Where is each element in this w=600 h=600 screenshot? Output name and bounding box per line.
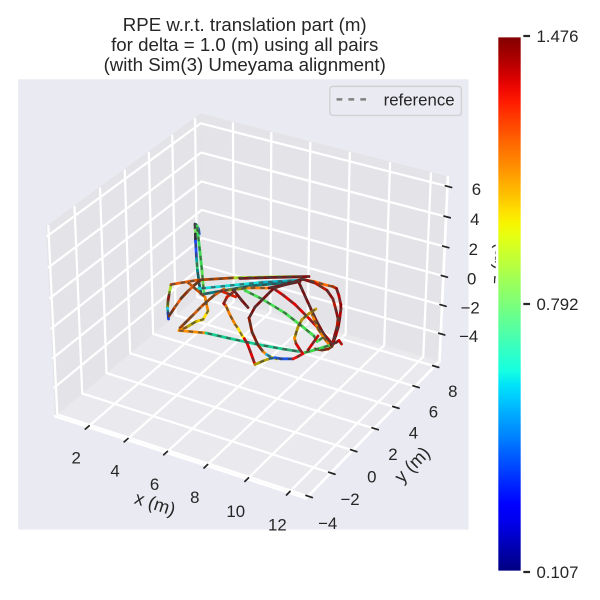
svg-text:for delta = 1.0 (m) using all: for delta = 1.0 (m) using all pairs: [111, 34, 378, 55]
svg-text:0.107: 0.107: [536, 563, 578, 582]
svg-text:4: 4: [110, 462, 119, 481]
svg-text:0: 0: [367, 467, 376, 486]
svg-text:−2: −2: [461, 298, 480, 317]
svg-text:12: 12: [268, 516, 287, 535]
svg-text:RPE w.r.t. translation part (m: RPE w.r.t. translation part (m): [123, 14, 367, 35]
svg-text:1.476: 1.476: [536, 27, 578, 46]
svg-text:−4: −4: [459, 327, 478, 346]
svg-text:(with Sim(3) Umeyama alignment: (with Sim(3) Umeyama alignment): [104, 54, 386, 75]
svg-text:4: 4: [409, 424, 418, 443]
svg-text:4: 4: [470, 210, 479, 229]
svg-text:reference: reference: [384, 90, 455, 109]
svg-text:−2: −2: [340, 490, 359, 509]
svg-text:2: 2: [469, 240, 478, 259]
svg-text:6: 6: [429, 403, 438, 422]
svg-text:6: 6: [150, 475, 159, 494]
svg-text:2: 2: [388, 445, 397, 464]
svg-text:8: 8: [448, 382, 457, 401]
svg-text:0.792: 0.792: [536, 295, 578, 314]
svg-text:8: 8: [190, 488, 199, 507]
svg-text:−4: −4: [318, 514, 337, 533]
svg-text:2: 2: [71, 449, 80, 468]
svg-text:10: 10: [226, 502, 245, 521]
svg-text:0: 0: [467, 269, 476, 288]
svg-text:6: 6: [472, 180, 481, 199]
